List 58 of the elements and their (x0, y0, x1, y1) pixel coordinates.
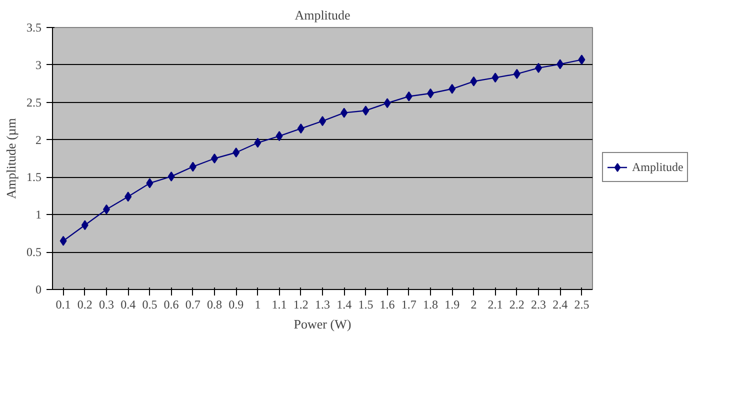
point (492, 72, 499, 83)
x-tick-label: 0.6 (164, 298, 179, 312)
x-tick-label: 2 (470, 298, 477, 312)
y-tick-label: 2 (36, 132, 42, 147)
point (124, 192, 132, 202)
point (556, 59, 564, 70)
x-tick-label: 2.2 (509, 298, 524, 312)
x-tick-label: 0.7 (185, 298, 200, 312)
y-axis-title: Amplitude (µm (4, 118, 18, 199)
point (470, 76, 478, 86)
y-tick-label: 0.5 (26, 245, 42, 260)
y-tick-label: 1 (36, 208, 42, 222)
y-tick-label: 1.5 (26, 170, 42, 184)
point (578, 54, 586, 65)
y-tick-label: 0 (36, 282, 42, 296)
point (146, 178, 154, 188)
point (60, 236, 67, 246)
x-tick-label: 0.4 (120, 298, 136, 312)
point (189, 162, 196, 172)
point (211, 154, 218, 164)
x-tick-label: 2.1 (488, 298, 503, 312)
y-tick-label: 3 (36, 58, 42, 72)
x-tick-label: 2.4 (552, 298, 568, 312)
x-tick-label: 0.5 (142, 298, 158, 312)
chart-title: Amplitude (294, 8, 351, 22)
x-tick-label: 0.1 (56, 298, 71, 312)
point (254, 138, 262, 148)
x-tick-label: 1.7 (401, 298, 416, 312)
x-tick-label: 0.3 (99, 298, 114, 312)
point (297, 124, 304, 134)
x-tick-label: 1.8 (423, 298, 438, 312)
point (340, 108, 348, 118)
x-tick-label: 2.3 (531, 298, 546, 312)
x-tick-label: 1.4 (336, 298, 352, 312)
x-tick-label: 1.2 (293, 298, 308, 312)
y-tick-label: 2.5 (26, 95, 42, 110)
y-tick-label: 3.5 (26, 20, 42, 34)
point (405, 91, 412, 102)
legend-label: Amplitude (632, 160, 684, 174)
x-tick-label: 0.8 (207, 298, 222, 312)
x-tick-label: 1.5 (358, 298, 374, 312)
point (276, 131, 283, 142)
x-tick-label: 1.6 (380, 298, 395, 312)
point (384, 98, 391, 108)
x-tick-label: 1.1 (272, 298, 287, 312)
x-tick-label: 1.3 (315, 298, 330, 312)
x-tick-label: 1 (254, 298, 261, 312)
point (232, 148, 240, 158)
point (168, 171, 175, 182)
x-tick-label: 1.9 (444, 298, 460, 312)
point (513, 68, 520, 79)
x-axis-title: Power (W) (294, 316, 352, 332)
x-tick-label: 0.2 (77, 298, 92, 312)
point (81, 220, 88, 230)
point (448, 84, 456, 94)
point (362, 106, 370, 116)
x-tick-label: 0.9 (228, 298, 244, 312)
x-tick-label: 2.5 (574, 298, 590, 312)
